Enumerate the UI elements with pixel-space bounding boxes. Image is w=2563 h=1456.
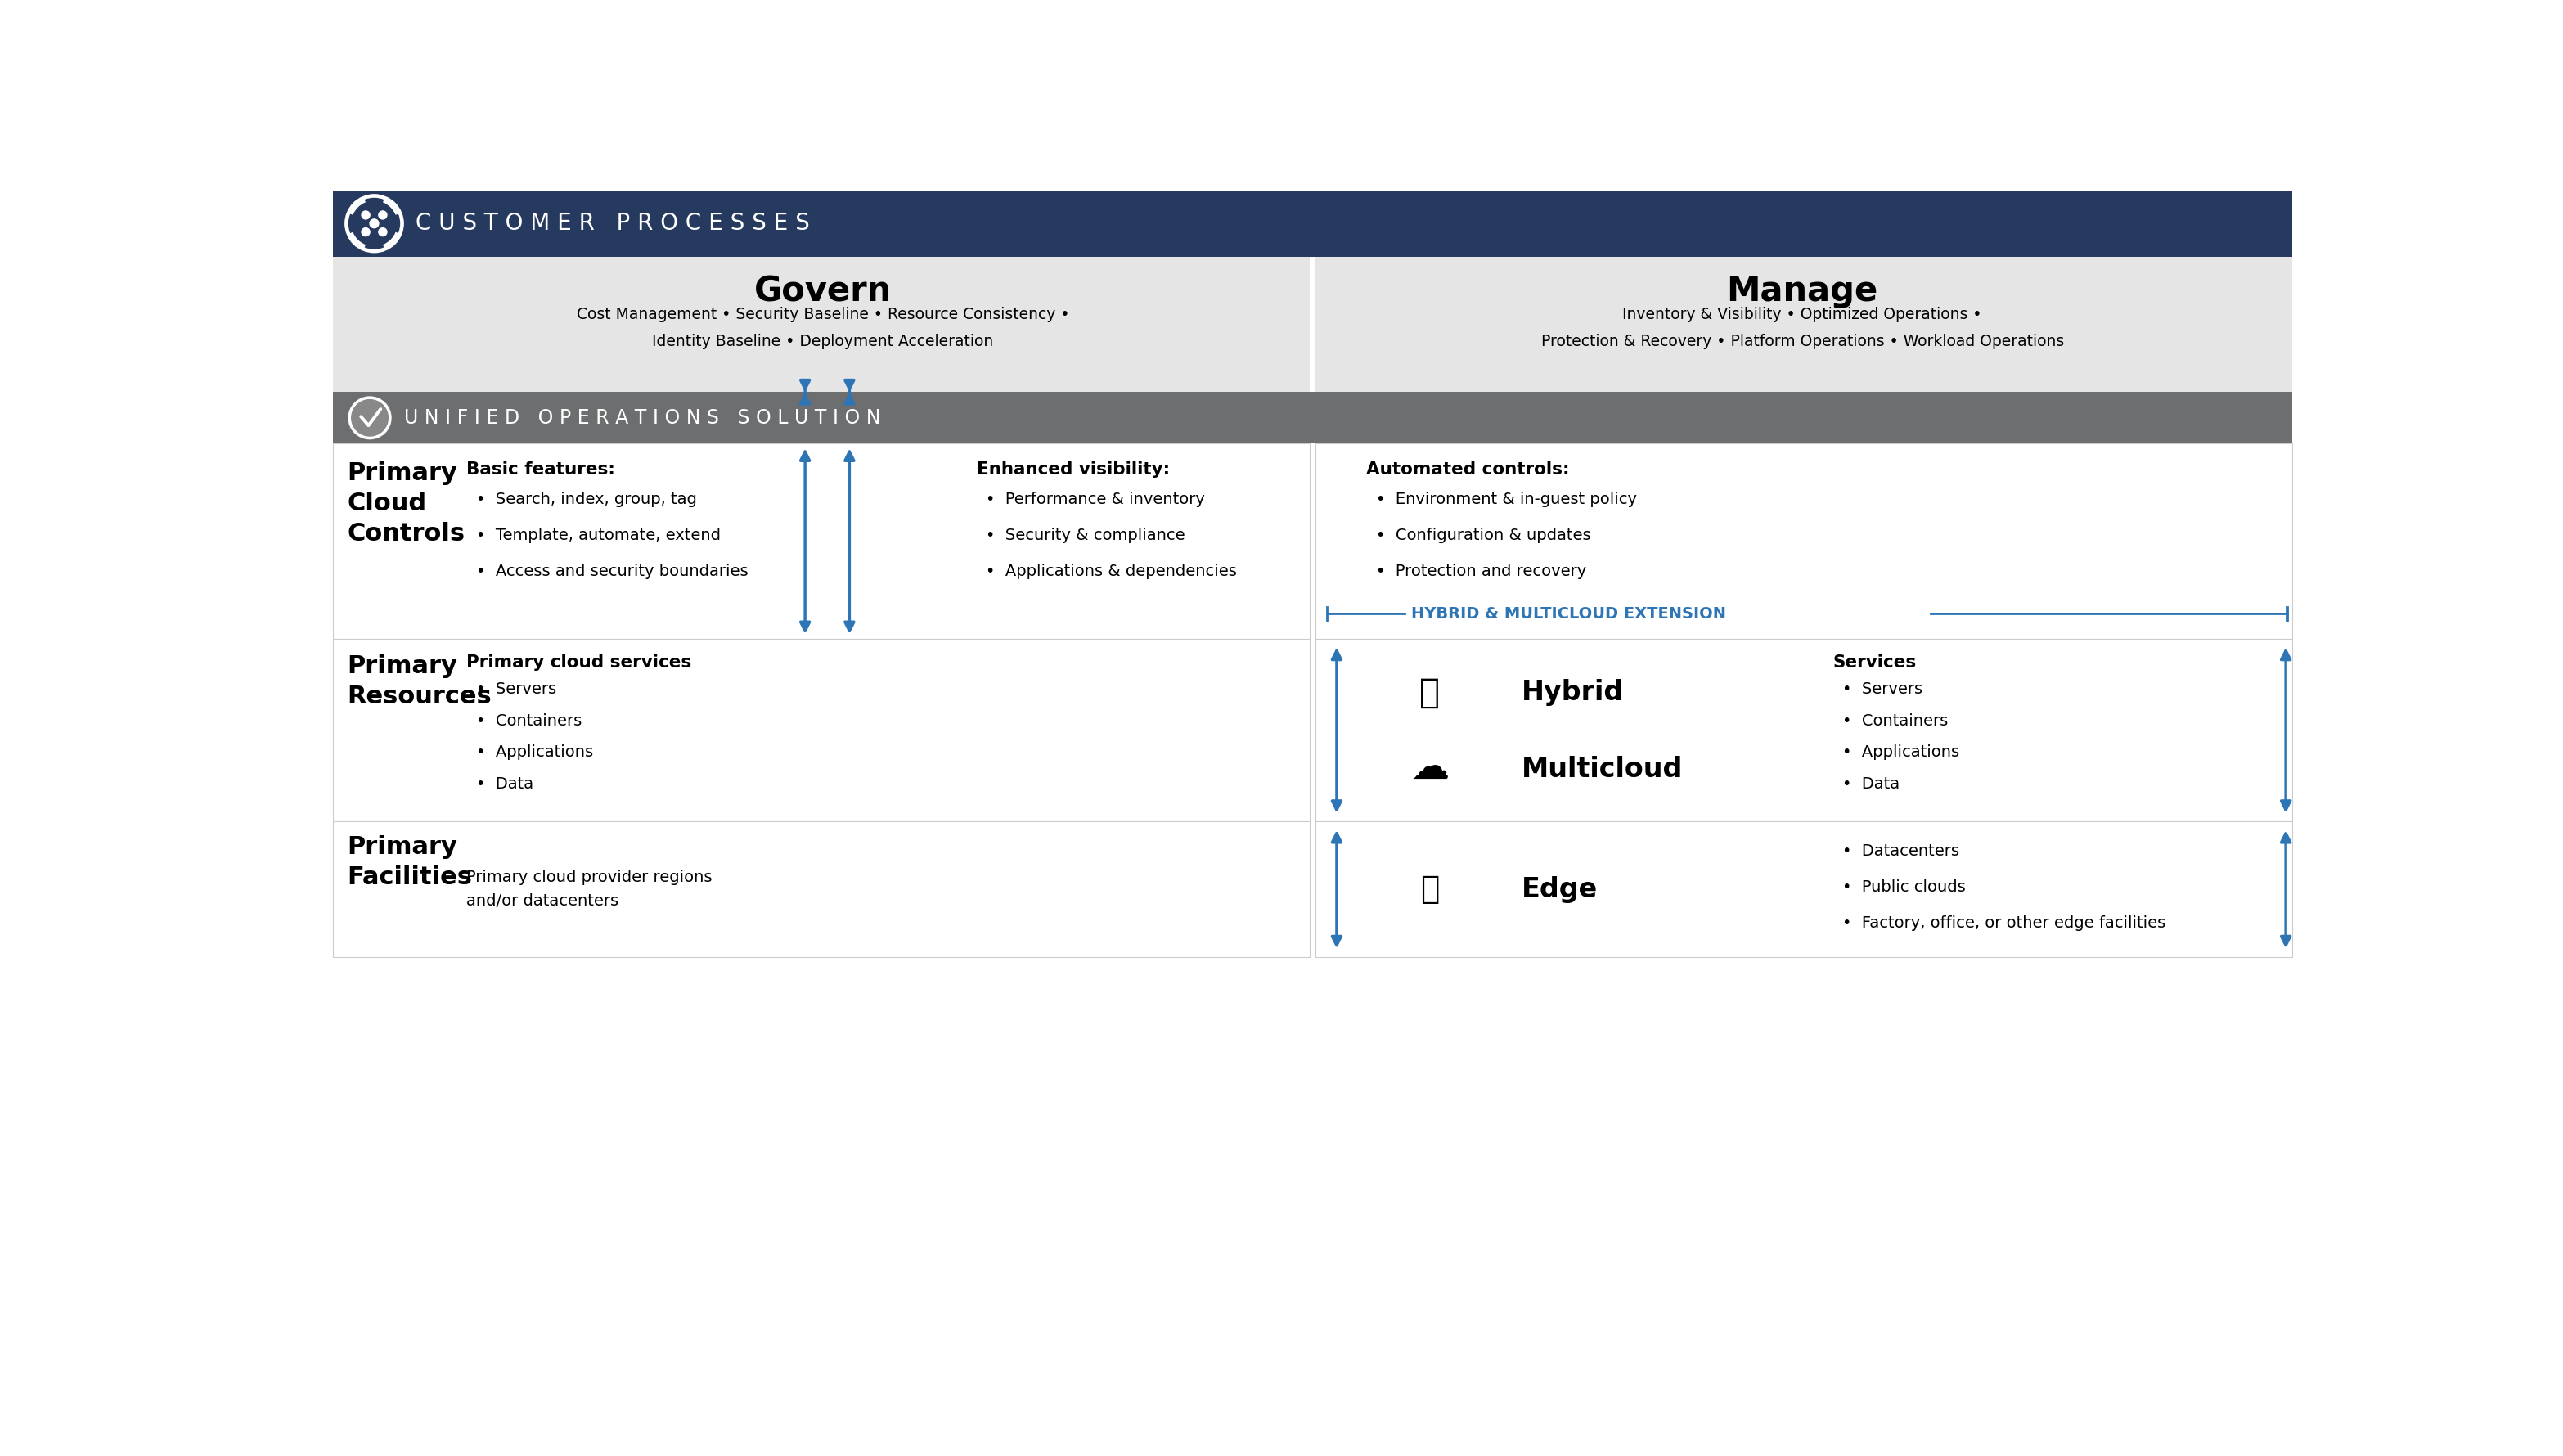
FancyArrowPatch shape xyxy=(800,451,810,630)
Circle shape xyxy=(361,211,369,220)
FancyBboxPatch shape xyxy=(1315,821,2291,957)
Circle shape xyxy=(379,229,387,236)
FancyBboxPatch shape xyxy=(333,256,1310,392)
Text: •  Template, automate, extend: • Template, automate, extend xyxy=(477,527,720,543)
FancyBboxPatch shape xyxy=(333,821,1310,957)
Text: •  Factory, office, or other edge facilities: • Factory, office, or other edge facilit… xyxy=(1843,916,2166,930)
Text: 🏭: 🏭 xyxy=(1420,874,1440,904)
FancyArrowPatch shape xyxy=(846,380,853,403)
FancyBboxPatch shape xyxy=(333,191,2291,256)
Text: Hybrid: Hybrid xyxy=(1522,678,1625,706)
Text: Enhanced visibility:: Enhanced visibility: xyxy=(977,462,1169,478)
FancyArrowPatch shape xyxy=(846,451,853,630)
Text: Primary
Resources: Primary Resources xyxy=(346,655,492,709)
Text: Services: Services xyxy=(1833,655,1917,671)
FancyBboxPatch shape xyxy=(1315,256,2291,392)
Text: •  Applications & dependencies: • Applications & dependencies xyxy=(987,563,1238,579)
Circle shape xyxy=(369,218,379,229)
Text: Govern: Govern xyxy=(754,274,892,309)
Text: Manage: Manage xyxy=(1727,274,1879,309)
Text: C U S T O M E R   P R O C E S S E S: C U S T O M E R P R O C E S S E S xyxy=(415,213,810,234)
Text: Primary cloud provider regions
and/or datacenters: Primary cloud provider regions and/or da… xyxy=(466,869,713,909)
Text: Primary
Cloud
Controls: Primary Cloud Controls xyxy=(346,462,464,546)
FancyBboxPatch shape xyxy=(333,444,1310,639)
Circle shape xyxy=(379,211,387,220)
Text: •  Search, index, group, tag: • Search, index, group, tag xyxy=(477,492,697,507)
Circle shape xyxy=(349,396,392,440)
FancyBboxPatch shape xyxy=(1315,444,2291,639)
Text: Primary cloud services: Primary cloud services xyxy=(466,655,692,671)
Text: •  Performance & inventory: • Performance & inventory xyxy=(987,492,1205,507)
Text: •  Security & compliance: • Security & compliance xyxy=(987,527,1184,543)
Text: Basic features:: Basic features: xyxy=(466,462,615,478)
Text: •  Protection and recovery: • Protection and recovery xyxy=(1376,563,1586,579)
Text: •  Data: • Data xyxy=(477,776,533,792)
FancyArrowPatch shape xyxy=(2281,833,2291,945)
Text: •  Containers: • Containers xyxy=(477,713,582,729)
Text: Edge: Edge xyxy=(1522,875,1599,903)
Text: Cost Management • Security Baseline • Resource Consistency •
Identity Baseline •: Cost Management • Security Baseline • Re… xyxy=(577,307,1069,349)
FancyArrowPatch shape xyxy=(2281,651,2291,810)
Text: Multicloud: Multicloud xyxy=(1522,756,1684,783)
Circle shape xyxy=(361,229,369,236)
Circle shape xyxy=(346,195,402,252)
FancyBboxPatch shape xyxy=(333,639,1310,821)
Text: •  Configuration & updates: • Configuration & updates xyxy=(1376,527,1592,543)
Text: U N I F I E D   O P E R A T I O N S   S O L U T I O N: U N I F I E D O P E R A T I O N S S O L … xyxy=(405,408,882,428)
Text: •  Containers: • Containers xyxy=(1843,713,1948,729)
Text: •  Datacenters: • Datacenters xyxy=(1843,843,1958,859)
Circle shape xyxy=(349,198,400,249)
Text: 🏢: 🏢 xyxy=(1420,676,1440,709)
Text: HYBRID & MULTICLOUD EXTENSION: HYBRID & MULTICLOUD EXTENSION xyxy=(1410,606,1725,622)
Text: •  Access and security boundaries: • Access and security boundaries xyxy=(477,563,748,579)
Text: •  Applications: • Applications xyxy=(477,744,592,760)
FancyArrowPatch shape xyxy=(1333,833,1340,945)
Text: Inventory & Visibility • Optimized Operations •
Protection & Recovery • Platform: Inventory & Visibility • Optimized Opera… xyxy=(1540,307,2063,349)
Text: •  Environment & in-guest policy: • Environment & in-guest policy xyxy=(1376,492,1638,507)
FancyBboxPatch shape xyxy=(1315,639,2291,821)
Text: •  Servers: • Servers xyxy=(477,681,556,697)
Text: •  Public clouds: • Public clouds xyxy=(1843,879,1966,895)
FancyArrowPatch shape xyxy=(800,380,810,403)
FancyArrowPatch shape xyxy=(1333,651,1340,810)
Text: ☁: ☁ xyxy=(1410,751,1448,788)
Text: •  Servers: • Servers xyxy=(1843,681,1922,697)
Text: •  Data: • Data xyxy=(1843,776,1899,792)
FancyBboxPatch shape xyxy=(333,392,2291,444)
Text: •  Applications: • Applications xyxy=(1843,744,1958,760)
Text: Primary
Facilities: Primary Facilities xyxy=(346,836,472,890)
Text: Automated controls:: Automated controls: xyxy=(1366,462,1569,478)
